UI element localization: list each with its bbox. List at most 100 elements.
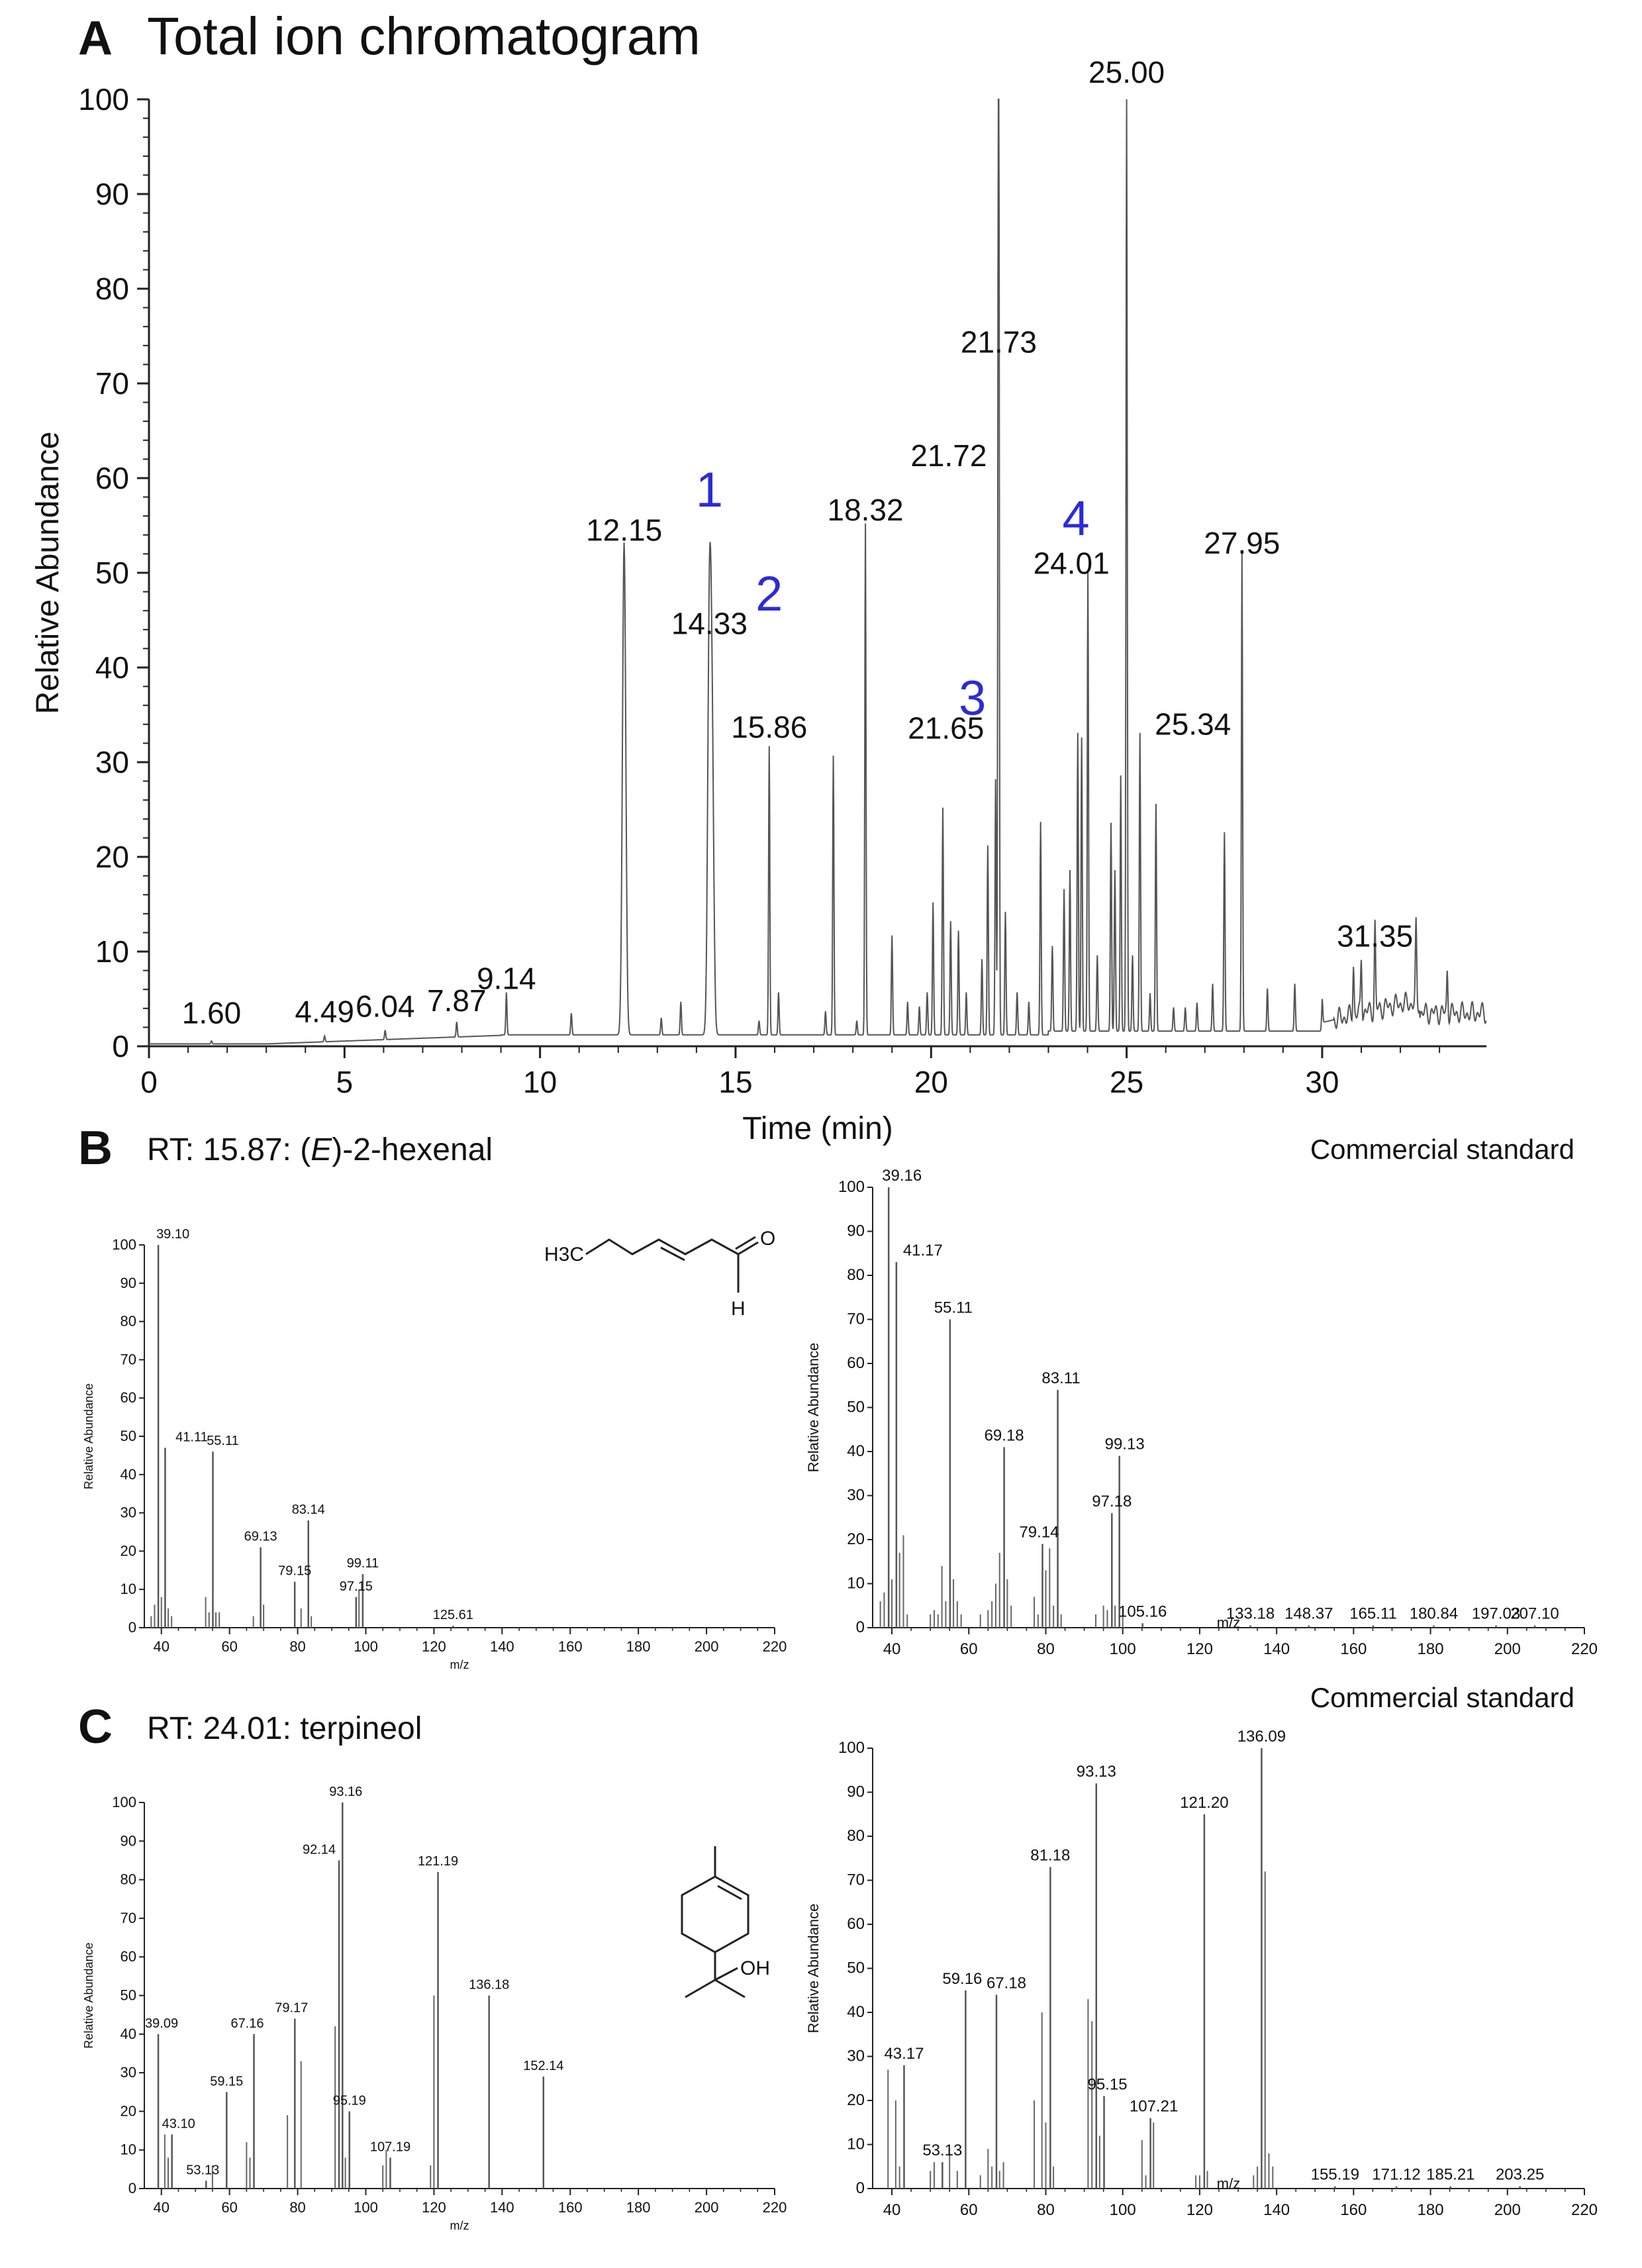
y-tick-label: 20 <box>95 840 129 874</box>
x-tick-label: 140 <box>490 2199 514 2216</box>
x-tick-label: 160 <box>1340 2201 1367 2219</box>
x-tick-label: 80 <box>1037 2201 1055 2219</box>
peak-mz-label: 83.11 <box>1041 1369 1080 1387</box>
y-tick-label: 70 <box>121 1910 136 1926</box>
x-tick-label: 5 <box>336 1065 354 1099</box>
y-tick-label: 50 <box>847 1399 865 1416</box>
x-axis-title: m/z <box>1217 2175 1240 2192</box>
peak-mz-label: 165.11 <box>1349 1605 1397 1623</box>
y-tick-label: 30 <box>121 1504 136 1521</box>
peak-mz-label: 43.10 <box>162 2116 195 2131</box>
x-tick-label: 120 <box>1186 1640 1213 1658</box>
y-tick-label: 10 <box>847 2136 865 2153</box>
y-tick-label: 50 <box>121 1428 136 1444</box>
y-tick-label: 40 <box>847 2003 865 2021</box>
x-tick-label: 80 <box>289 1638 305 1655</box>
peak-label: 25.00 <box>1088 55 1165 89</box>
peak-label: 15.86 <box>731 710 807 744</box>
y-tick-label: 50 <box>95 556 129 590</box>
peak-mz-label: 59.15 <box>210 2074 243 2089</box>
y-tick-label: 0 <box>856 1618 865 1636</box>
panel-a-letter: A <box>78 12 113 65</box>
peak-mz-label: 121.19 <box>418 1854 458 1869</box>
peak-label: 14.33 <box>671 606 748 640</box>
peak-label: 7.87 <box>427 983 487 1018</box>
x-tick-label: 120 <box>1186 2201 1213 2219</box>
peak-mz-label: 67.18 <box>987 1974 1026 1992</box>
peak-label: 18.32 <box>827 493 903 527</box>
x-tick-label: 220 <box>763 1638 787 1655</box>
peak-mz-label: 67.16 <box>230 2016 264 2031</box>
y-tick-label: 20 <box>121 2102 136 2119</box>
peak-mz-label: 95.15 <box>1087 2075 1127 2093</box>
x-tick-label: 25 <box>1110 1065 1143 1099</box>
x-axis-title: m/z <box>450 1658 469 1671</box>
y-tick-label: 60 <box>95 461 129 495</box>
x-tick-label: 40 <box>883 2201 901 2219</box>
y-tick-label: 0 <box>856 2179 865 2197</box>
peak-mz-label: 148.37 <box>1284 1605 1333 1623</box>
y-tick-label: 40 <box>847 1442 865 1460</box>
y-tick-label: 0 <box>128 1619 136 1636</box>
peak-mz-label: 185.21 <box>1426 2166 1474 2184</box>
terpineol-oh-label: OH <box>740 1957 770 1979</box>
y-tick-label: 10 <box>847 1575 865 1593</box>
x-tick-label: 160 <box>558 1638 583 1655</box>
y-axis-title: Relative Abundance <box>805 1904 822 2034</box>
y-tick-label: 100 <box>112 1236 136 1253</box>
y-tick-label: 90 <box>847 1783 865 1801</box>
y-tick-label: 100 <box>78 82 129 117</box>
x-tick-label: 160 <box>1340 1640 1367 1658</box>
y-tick-label: 80 <box>847 1266 865 1284</box>
y-tick-label: 60 <box>121 1389 136 1406</box>
panel-c-standard-label: Commercial standard <box>1310 1682 1574 1713</box>
peak-mz-label: 207.10 <box>1510 1605 1559 1623</box>
x-tick-label: 80 <box>289 2199 305 2216</box>
y-tick-label: 80 <box>95 271 129 306</box>
compound-marker: 4 <box>1063 491 1090 546</box>
peak-mz-label: 133.18 <box>1226 1605 1275 1623</box>
peak-label: 25.34 <box>1155 707 1231 742</box>
y-tick-label: 10 <box>95 934 129 969</box>
y-tick-label: 0 <box>112 1029 129 1063</box>
peak-mz-label: 136.09 <box>1237 1728 1286 1746</box>
compound-marker: 1 <box>696 462 723 517</box>
y-tick-label: 20 <box>847 2091 865 2109</box>
peak-label: 9.14 <box>477 961 536 996</box>
x-tick-label: 140 <box>490 1638 514 1655</box>
y-tick-label: 70 <box>847 1310 865 1328</box>
x-tick-label: 60 <box>221 2199 237 2216</box>
peak-label: 1.60 <box>182 996 242 1030</box>
peak-mz-label: 92.14 <box>303 1842 336 1857</box>
x-axis-title: Time (min) <box>742 1111 893 1146</box>
y-tick-label: 90 <box>121 1832 136 1849</box>
peak-label: 21.72 <box>910 438 987 473</box>
y-tick-label: 70 <box>847 1871 865 1889</box>
y-tick-label: 80 <box>121 1871 136 1888</box>
chromatogram-chart: 0 10 20 30 40 50 60 70 80 90 100 0 5 10 15 20 25 30 Time (… <box>30 55 1487 1146</box>
x-tick-label: 200 <box>1494 1640 1521 1658</box>
y-axis-title: Relative Abundance <box>82 1942 95 2048</box>
x-axis-title: m/z <box>450 2219 469 2232</box>
peak-label: 21.65 <box>908 711 984 745</box>
x-tick-label: 15 <box>718 1065 752 1099</box>
x-tick-label: 200 <box>695 2199 719 2216</box>
x-tick-label: 40 <box>153 1638 169 1655</box>
peak-mz-label: 43.17 <box>884 2045 924 2063</box>
y-axis-title: Relative Abundance <box>805 1343 822 1473</box>
peak-mz-label: 79.15 <box>278 1564 311 1579</box>
y-tick-label: 40 <box>121 2026 136 2042</box>
y-tick-label: 40 <box>95 650 129 685</box>
y-tick-label: 80 <box>121 1313 136 1330</box>
y-tick-label: 60 <box>121 1948 136 1965</box>
x-tick-label: 180 <box>1418 2201 1444 2219</box>
peak-mz-label: 107.19 <box>370 2140 410 2154</box>
hexenal-structure: H3C O H <box>544 1228 775 1320</box>
peak-mz-label: 59.16 <box>942 1970 982 1988</box>
hexenal-sample-spectrum: 0 10 20 30 40 50 60 70 80 90 100 40 60 80 100 120 140 160… <box>82 1227 787 1671</box>
y-tick-label: 40 <box>121 1466 136 1483</box>
y-tick-label: 100 <box>838 1739 865 1757</box>
x-tick-label: 30 <box>1305 1065 1339 1099</box>
y-tick-label: 80 <box>847 1827 865 1845</box>
